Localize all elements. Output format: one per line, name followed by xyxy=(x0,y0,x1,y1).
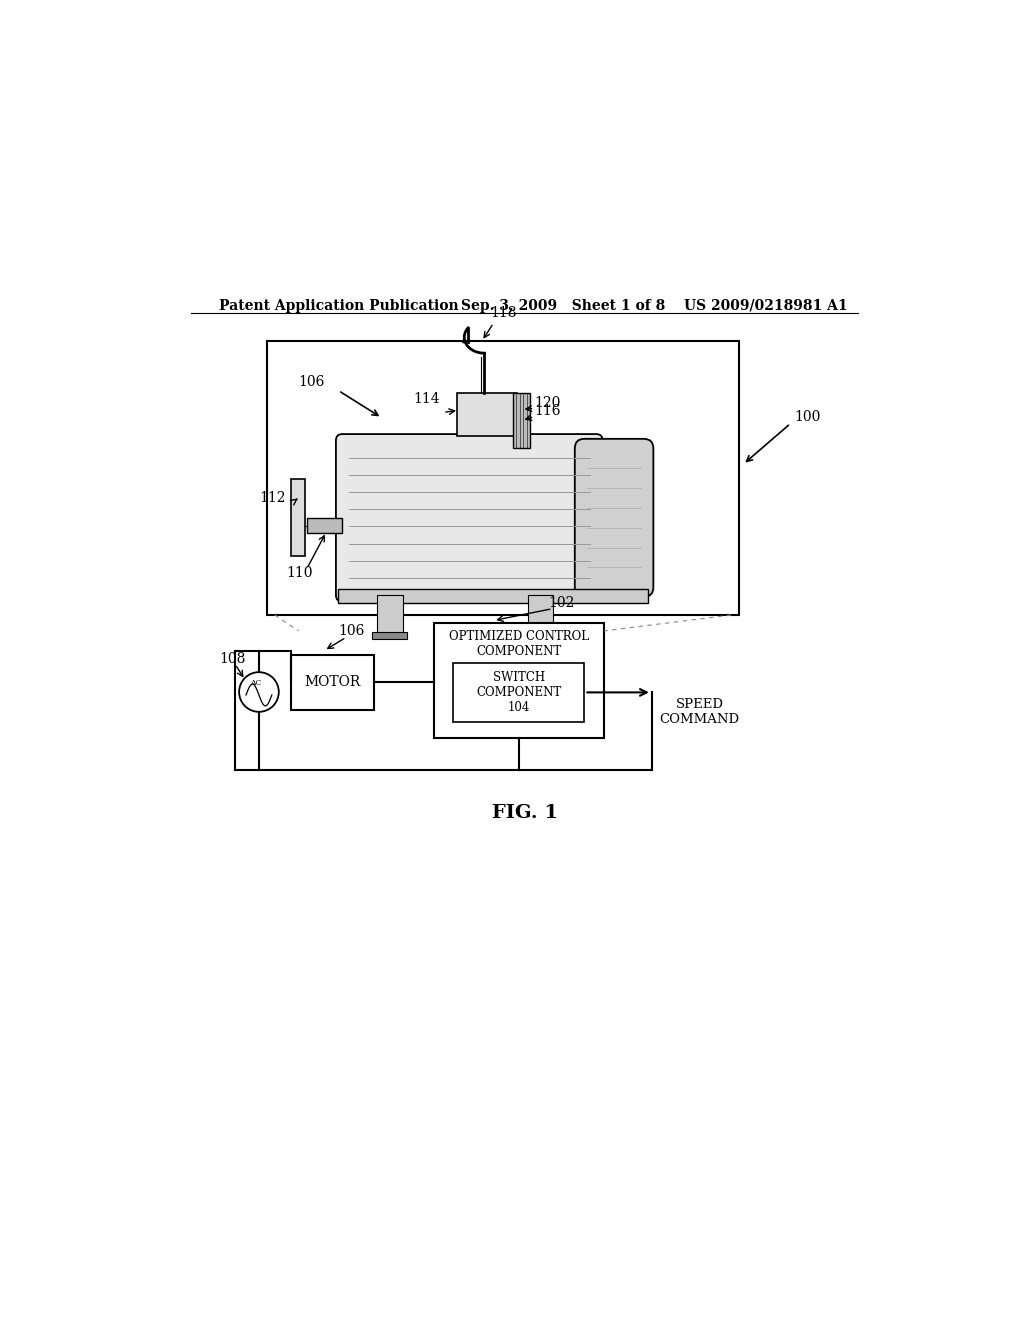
Text: SPEED
COMMAND: SPEED COMMAND xyxy=(659,698,739,726)
Bar xyxy=(373,632,408,639)
Text: 116: 116 xyxy=(535,404,561,418)
Bar xyxy=(338,589,648,603)
Bar xyxy=(267,342,739,615)
Bar xyxy=(513,393,530,449)
Bar xyxy=(377,595,402,634)
Text: FIG. 1: FIG. 1 xyxy=(492,804,558,822)
Bar xyxy=(458,393,517,437)
Bar xyxy=(528,595,553,634)
Bar xyxy=(433,623,604,738)
Text: 106: 106 xyxy=(338,624,365,638)
Text: 118: 118 xyxy=(490,306,517,321)
Bar xyxy=(454,663,585,722)
Text: 102: 102 xyxy=(549,597,575,610)
Text: US 2009/0218981 A1: US 2009/0218981 A1 xyxy=(684,298,847,313)
Text: 106: 106 xyxy=(299,375,325,389)
Text: 112: 112 xyxy=(259,491,286,506)
Text: Sep. 3, 2009   Sheet 1 of 8: Sep. 3, 2009 Sheet 1 of 8 xyxy=(461,298,666,313)
Text: 110: 110 xyxy=(287,566,313,579)
Bar xyxy=(306,517,342,533)
Text: 120: 120 xyxy=(535,396,561,409)
Bar xyxy=(291,479,305,557)
Text: 114: 114 xyxy=(414,392,440,405)
Text: SWITCH
COMPONENT
104: SWITCH COMPONENT 104 xyxy=(476,671,561,714)
Text: 108: 108 xyxy=(219,652,246,665)
Text: Patent Application Publication: Patent Application Publication xyxy=(219,298,459,313)
Bar xyxy=(523,632,558,639)
Text: MOTOR: MOTOR xyxy=(304,676,360,689)
FancyBboxPatch shape xyxy=(336,434,602,602)
Bar xyxy=(291,655,374,710)
Text: AC: AC xyxy=(250,678,261,688)
FancyBboxPatch shape xyxy=(574,438,653,597)
Circle shape xyxy=(240,672,279,711)
Text: OPTIMIZED CONTROL
COMPONENT: OPTIMIZED CONTROL COMPONENT xyxy=(449,630,589,657)
Text: 100: 100 xyxy=(795,409,821,424)
